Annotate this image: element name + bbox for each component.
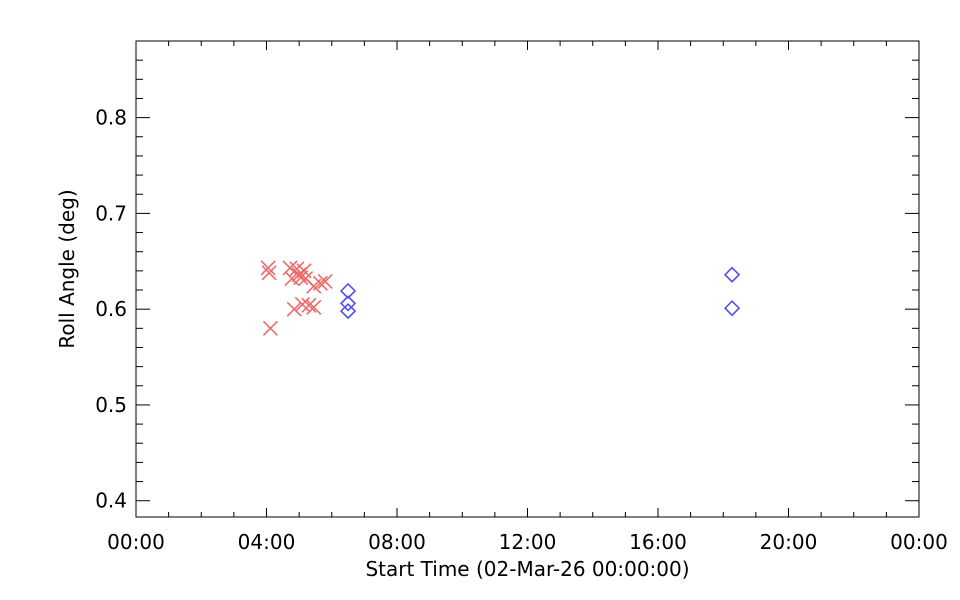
diamond-marker xyxy=(339,282,357,300)
x-tick-label: 16:00 xyxy=(629,530,687,554)
diamond-marker xyxy=(339,295,357,312)
diamond-marker xyxy=(723,266,741,283)
x-tick-label: 08:00 xyxy=(368,530,426,554)
cross-marker xyxy=(260,260,276,276)
diamond-marker xyxy=(723,300,741,317)
cross-marker xyxy=(294,296,310,312)
plot-frame xyxy=(135,40,920,518)
data-marks xyxy=(260,260,741,336)
tick-labels: 00:00 04:00 08:00 12:00 16:00 20:00 00:00 0.4 0.… xyxy=(95,106,948,554)
x-tick-label: 20:00 xyxy=(760,530,818,554)
cross-marker xyxy=(317,273,333,289)
y-axis-label: Roll Angle (deg) xyxy=(55,189,79,348)
cross-marker xyxy=(262,320,278,336)
y-tick-label: 0.6 xyxy=(95,297,127,321)
diamond-marker xyxy=(339,302,357,320)
cross-marker xyxy=(306,299,322,315)
y-tick-label: 0.4 xyxy=(95,489,127,513)
x-tick-label: 00:00 xyxy=(107,530,165,554)
cross-marker xyxy=(312,275,328,291)
y-tick-label: 0.5 xyxy=(95,393,127,417)
x-tick-label: 04:00 xyxy=(238,530,296,554)
cross-marker xyxy=(301,297,317,313)
y-tick-label: 0.7 xyxy=(95,201,127,225)
axis-ticks xyxy=(135,40,920,517)
cross-marker xyxy=(261,265,277,281)
x-tick-label: 00:00 xyxy=(890,530,948,554)
x-tick-label: 12:00 xyxy=(499,530,557,554)
y-tick-label: 0.8 xyxy=(95,106,127,130)
x-axis-label: Start Time (02-Mar-26 00:00:00) xyxy=(365,557,689,581)
cross-marker xyxy=(286,301,302,317)
